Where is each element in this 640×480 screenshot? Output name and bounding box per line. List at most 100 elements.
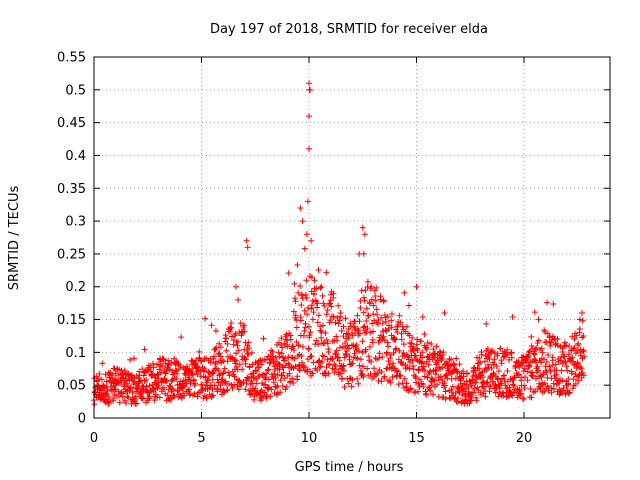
data-point — [295, 342, 302, 349]
data-point — [299, 218, 306, 225]
data-point — [324, 340, 331, 347]
data-point — [454, 368, 461, 375]
data-point — [232, 330, 239, 337]
data-point — [292, 298, 299, 305]
axis-ticks: 0 0.05 0.1 0.15 0.2 0.25 0.3 0.35 0.4 0.45 0.5 0.55… — [57, 51, 610, 446]
data-point — [189, 370, 196, 377]
data-point — [314, 367, 321, 374]
data-point — [385, 343, 392, 350]
data-point — [130, 355, 137, 362]
data-point — [189, 371, 196, 378]
data-point — [416, 376, 423, 383]
data-point — [289, 375, 296, 382]
data-point — [301, 245, 308, 252]
data-point — [236, 361, 243, 368]
data-point — [388, 324, 395, 331]
data-point — [396, 347, 403, 354]
data-point — [497, 345, 504, 352]
data-point — [94, 378, 101, 385]
data-point — [342, 350, 349, 357]
data-point — [558, 367, 565, 374]
data-point — [163, 377, 170, 384]
data-point — [387, 355, 394, 362]
data-point — [285, 270, 292, 277]
y-tick-label: 0.15 — [57, 313, 86, 328]
data-point — [532, 346, 539, 353]
data-point — [292, 295, 299, 302]
data-point — [515, 371, 522, 378]
data-point — [292, 363, 299, 370]
data-point — [437, 373, 444, 380]
data-point — [478, 351, 485, 358]
data-point — [390, 349, 397, 356]
data-point — [124, 380, 131, 387]
data-point — [321, 302, 328, 309]
data-point — [214, 376, 221, 383]
data-point — [130, 396, 137, 403]
data-point — [212, 327, 219, 334]
data-point — [419, 354, 426, 361]
data-point — [554, 336, 561, 343]
data-point — [367, 329, 374, 336]
data-point — [414, 347, 421, 354]
data-point — [264, 367, 271, 374]
data-point — [352, 327, 359, 334]
data-point — [370, 310, 377, 317]
data-point — [232, 332, 239, 339]
data-point — [280, 369, 287, 376]
data-point — [367, 343, 374, 350]
data-point — [127, 356, 134, 363]
data-point — [340, 368, 347, 375]
data-point — [389, 374, 396, 381]
data-point — [310, 309, 317, 316]
data-point — [227, 324, 234, 331]
data-point — [430, 346, 437, 353]
data-point — [531, 351, 538, 358]
data-point — [525, 352, 532, 359]
data-point — [241, 328, 248, 335]
data-point — [557, 357, 564, 364]
y-tick-label: 0.55 — [57, 51, 86, 66]
data-point — [579, 317, 586, 324]
data-point — [123, 400, 130, 407]
data-point — [465, 383, 472, 390]
data-point — [234, 383, 241, 390]
data-point — [528, 394, 535, 401]
data-point — [223, 335, 230, 342]
data-point — [559, 349, 566, 356]
data-point — [445, 361, 452, 368]
data-point — [309, 302, 316, 309]
data-point — [534, 363, 541, 370]
data-point — [403, 383, 410, 390]
data-point — [520, 395, 527, 402]
data-point — [488, 365, 495, 372]
data-point — [361, 323, 368, 330]
data-point — [352, 354, 359, 361]
data-point — [111, 385, 118, 392]
data-point — [500, 354, 507, 361]
data-point — [286, 370, 293, 377]
data-point — [355, 380, 362, 387]
data-point — [166, 366, 173, 373]
data-point — [400, 341, 407, 348]
data-point — [303, 294, 310, 301]
data-point — [431, 354, 438, 361]
data-point — [348, 361, 355, 368]
data-point — [384, 313, 391, 320]
data-point — [190, 392, 197, 399]
data-point — [392, 346, 399, 353]
data-point — [336, 357, 343, 364]
data-point — [193, 357, 200, 364]
data-point — [99, 392, 106, 399]
data-point — [538, 359, 545, 366]
data-point — [411, 372, 418, 379]
data-point — [361, 297, 368, 304]
data-point — [431, 377, 438, 384]
data-point — [540, 371, 547, 378]
data-point — [325, 370, 332, 377]
data-point — [363, 317, 370, 324]
data-point — [306, 86, 313, 93]
data-point — [432, 371, 439, 378]
data-point — [330, 355, 337, 362]
data-point — [307, 353, 314, 360]
